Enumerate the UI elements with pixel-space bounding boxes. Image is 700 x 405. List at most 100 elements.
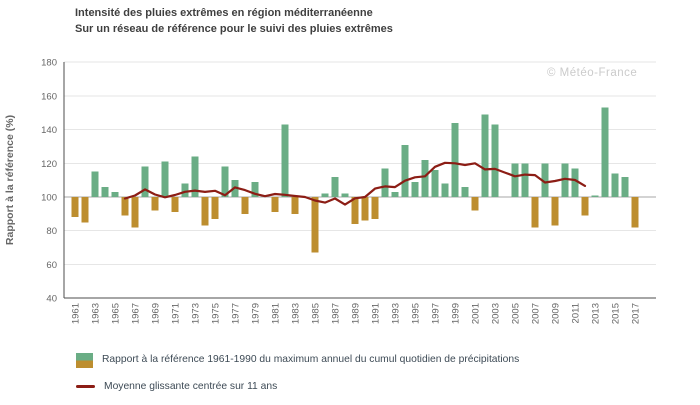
bar-1997[interactable]: [431, 170, 439, 197]
bar-1985[interactable]: [311, 197, 319, 253]
x-tick-label-1983: 1983: [291, 303, 302, 324]
bar-2016[interactable]: [621, 176, 629, 197]
bar-2017[interactable]: [631, 197, 639, 228]
bar-1971[interactable]: [171, 197, 179, 213]
legend-swatch-average-line: [76, 385, 95, 388]
bar-1969[interactable]: [151, 197, 159, 211]
bar-1993[interactable]: [391, 191, 399, 197]
bar-2005[interactable]: [511, 163, 519, 197]
bar-1996[interactable]: [421, 159, 429, 197]
x-tick-label-1995: 1995: [411, 303, 422, 324]
bar-2010[interactable]: [561, 163, 569, 197]
x-tick-label-1973: 1973: [191, 303, 202, 324]
x-tick-label-1963: 1963: [91, 303, 102, 324]
y-tick-label-180: 180: [41, 58, 57, 69]
bar-2003[interactable]: [491, 124, 499, 198]
x-tick-label-2011: 2011: [571, 303, 582, 323]
chart-title: Intensité des pluies extrêmes en région …: [75, 7, 373, 19]
bar-1967[interactable]: [131, 197, 139, 228]
bar-1989[interactable]: [351, 197, 359, 224]
bar-2015[interactable]: [611, 173, 619, 197]
x-tick-label-1965: 1965: [111, 303, 122, 324]
bar-1982[interactable]: [281, 124, 289, 198]
bar-1986[interactable]: [321, 193, 329, 197]
bar-1987[interactable]: [331, 176, 339, 197]
bar-2009[interactable]: [551, 197, 559, 226]
bar-2006[interactable]: [521, 163, 529, 197]
y-tick-label-160: 160: [41, 91, 57, 102]
y-tick-label-60: 60: [46, 260, 57, 271]
x-tick-label-1975: 1975: [211, 303, 222, 324]
x-tick-label-2003: 2003: [491, 303, 502, 324]
bar-1992[interactable]: [381, 168, 389, 197]
x-tick-label-2015: 2015: [611, 303, 622, 324]
bar-1970[interactable]: [161, 161, 169, 197]
x-tick-label-1967: 1967: [131, 303, 142, 324]
x-tick-label-1991: 1991: [371, 303, 382, 324]
bar-1972[interactable]: [181, 183, 189, 198]
y-tick-label-120: 120: [41, 159, 57, 170]
bar-1962[interactable]: [81, 197, 89, 223]
bar-1994[interactable]: [401, 144, 409, 197]
x-tick-label-1993: 1993: [391, 303, 402, 324]
bar-1973[interactable]: [191, 156, 199, 197]
bar-2000[interactable]: [461, 186, 469, 197]
legend-item-moving-average[interactable]: Moyenne glissante centrée sur 11 ans: [76, 380, 277, 394]
x-tick-label-1961: 1961: [71, 303, 82, 324]
bar-2007[interactable]: [531, 197, 539, 228]
x-tick-label-2007: 2007: [531, 303, 542, 324]
x-tick-label-1997: 1997: [431, 303, 442, 324]
y-axis-title: Rapport à la référence (%): [4, 115, 16, 245]
x-tick-label-2013: 2013: [591, 303, 602, 324]
y-tick-label-80: 80: [46, 226, 57, 237]
bar-1990[interactable]: [361, 197, 369, 221]
bar-1998[interactable]: [441, 183, 449, 198]
x-tick-label-1971: 1971: [171, 303, 182, 324]
legend-label-moving-average: Moyenne glissante centrée sur 11 ans: [104, 381, 278, 392]
x-tick-label-1989: 1989: [351, 303, 362, 324]
bar-1978[interactable]: [241, 197, 249, 214]
bar-1999[interactable]: [451, 122, 459, 197]
bar-1995[interactable]: [411, 181, 419, 197]
bar-1965[interactable]: [111, 191, 119, 197]
x-tick-label-2009: 2009: [551, 303, 562, 324]
x-tick-label-2017: 2017: [631, 303, 642, 324]
x-tick-label-1987: 1987: [331, 303, 342, 324]
bar-2012[interactable]: [581, 197, 589, 216]
chart-subtitle: Sur un réseau de référence pour le suivi…: [75, 23, 393, 35]
bar-2013[interactable]: [591, 195, 599, 197]
bar-2001[interactable]: [471, 197, 479, 211]
y-tick-label-140: 140: [41, 125, 57, 136]
bar-1964[interactable]: [101, 186, 109, 197]
x-tick-label-2001: 2001: [471, 303, 482, 324]
bar-1991[interactable]: [371, 197, 379, 219]
y-tick-label-100: 100: [41, 193, 57, 204]
x-tick-label-1999: 1999: [451, 303, 462, 324]
bar-1966[interactable]: [121, 197, 129, 216]
bar-1968[interactable]: [141, 166, 149, 197]
bar-1963[interactable]: [91, 171, 99, 197]
bar-2008[interactable]: [541, 163, 549, 197]
watermark: © Météo-France: [547, 67, 637, 79]
legend-label-bars: Rapport à la référence 1961-1990 du maxi…: [102, 354, 520, 365]
bar-1979[interactable]: [251, 181, 259, 197]
bar-2002[interactable]: [481, 114, 489, 197]
bar-1961[interactable]: [71, 197, 79, 218]
x-tick-label-1979: 1979: [251, 303, 262, 324]
bar-1988[interactable]: [341, 193, 349, 197]
bar-1981[interactable]: [271, 197, 279, 213]
bar-2014[interactable]: [601, 107, 609, 197]
x-tick-label-1985: 1985: [311, 303, 322, 324]
x-tick-label-1969: 1969: [151, 303, 162, 324]
moving-average-line[interactable]: [123, 161, 587, 206]
legend-swatch-bars: [76, 353, 93, 368]
x-tick-label-2005: 2005: [511, 303, 522, 324]
bar-1975[interactable]: [211, 197, 219, 219]
legend-item-bars[interactable]: Rapport à la référence 1961-1990 du maxi…: [76, 353, 519, 368]
bar-1983[interactable]: [291, 197, 299, 214]
bar-1974[interactable]: [201, 197, 209, 226]
bar-1976[interactable]: [221, 166, 229, 197]
bar-2011[interactable]: [571, 168, 579, 197]
y-tick-label-40: 40: [46, 294, 57, 305]
